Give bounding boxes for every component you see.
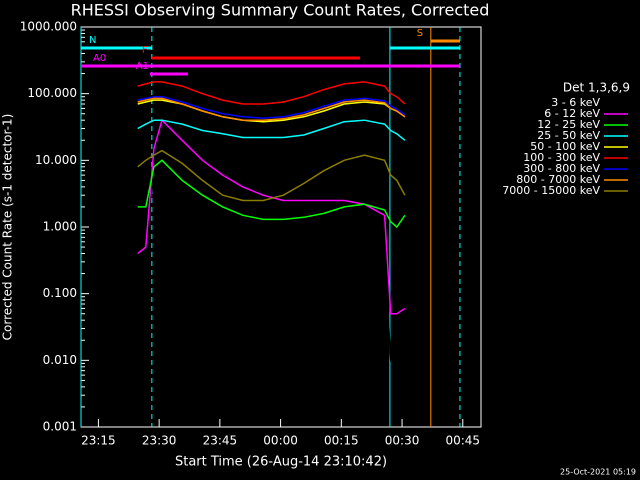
x-tick-label: 00:15 (324, 434, 359, 448)
y-tick-label: 0.001 (43, 420, 77, 434)
y-tick-label: 0.100 (43, 286, 77, 300)
chart-title: RHESSI Observing Summary Count Rates, Co… (71, 1, 490, 20)
flag-label: N (89, 35, 96, 46)
y-tick-label: 10.000 (35, 153, 77, 167)
series-line (137, 81, 406, 105)
x-tick-label: 00:30 (385, 434, 420, 448)
series-line (137, 159, 406, 229)
flag-label: S (417, 28, 423, 39)
legend-label: 12 - 25 keV (537, 118, 600, 131)
y-axis-label: Corrected Count Rate (s-1 detector-1) (1, 114, 15, 341)
y-tick-label: 1.000 (43, 220, 77, 234)
footer: 25-Oct-2021 05:19 (560, 468, 636, 477)
x-tick-label: 23:15 (81, 434, 116, 448)
legend-label: 300 - 800 keV (523, 162, 600, 175)
series-line (137, 97, 406, 121)
legend-label: 6 - 12 keV (544, 107, 600, 120)
x-axis-label: Start Time (26-Aug-14 23:10:42) (175, 455, 387, 470)
legend-label: 100 - 300 keV (523, 151, 600, 164)
legend-label: 25 - 50 keV (537, 129, 600, 142)
series-line (137, 118, 406, 315)
legend-title: Det 1,3,6,9 (563, 81, 630, 95)
series-line (137, 95, 406, 119)
y-tick-label: 0.010 (43, 353, 77, 367)
legend-label: 3 - 6 keV (551, 96, 600, 109)
x-tick-label: 00:45 (445, 434, 480, 448)
series-line (137, 149, 406, 202)
series-line (137, 119, 406, 141)
plot-frame (80, 26, 482, 428)
flag-label: A1 (136, 61, 149, 72)
y-tick-label: 1000.000 (20, 20, 77, 34)
legend-label: 50 - 100 keV (530, 140, 600, 153)
series-line (137, 169, 406, 377)
x-tick-label: 23:30 (142, 434, 177, 448)
y-tick-label: 100.000 (27, 86, 77, 100)
legend-label: 800 - 7000 keV (516, 173, 600, 186)
x-tick-label: 00:00 (263, 434, 298, 448)
flag-label: A0 (93, 53, 106, 64)
x-tick-label: 23:45 (203, 434, 238, 448)
legend-label: 7000 - 15000 keV (502, 184, 600, 197)
flag-label: F (142, 45, 148, 56)
